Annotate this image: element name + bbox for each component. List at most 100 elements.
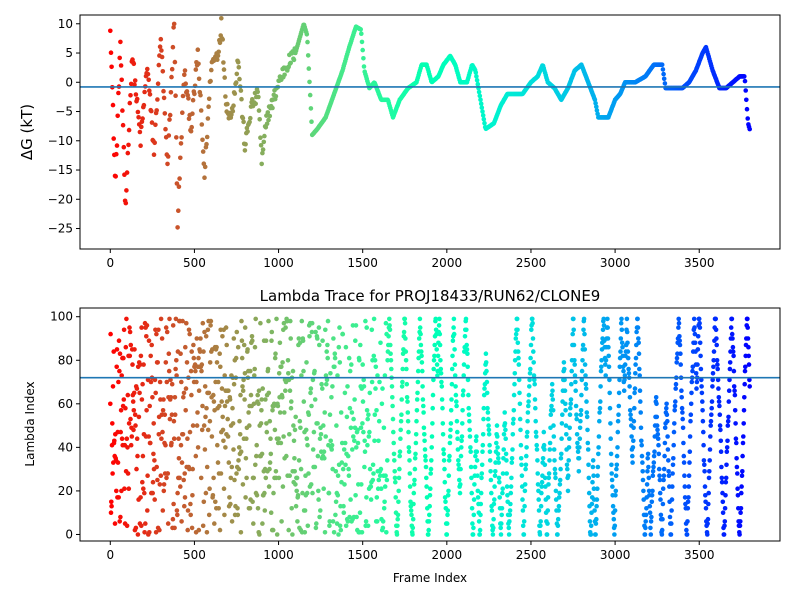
lambda-point	[262, 490, 267, 496]
lambda-point	[396, 475, 402, 481]
lambda-point	[202, 384, 208, 389]
lambda-point	[391, 451, 397, 457]
lambda-point	[559, 451, 564, 457]
lambda-point	[747, 384, 752, 389]
lambda-point	[371, 353, 377, 359]
lambda-point	[637, 366, 642, 372]
dg-y-tick-label: −20	[48, 192, 73, 206]
lambda-point	[460, 421, 465, 426]
lambda-point	[365, 523, 371, 529]
lambda-point	[606, 353, 611, 359]
lambda-point	[108, 401, 113, 407]
lambda-point	[709, 399, 715, 404]
lambda-x-tick-label: 1500	[347, 548, 378, 562]
lambda-point	[288, 336, 294, 341]
lambda-point	[503, 436, 509, 442]
lambda-point	[605, 325, 610, 330]
lambda-point	[249, 334, 255, 339]
lambda-point	[510, 432, 516, 437]
dg-point	[154, 108, 159, 113]
lambda-point	[146, 434, 151, 439]
lambda-point	[592, 508, 597, 513]
lambda-point	[445, 512, 450, 518]
lambda-point	[493, 469, 498, 474]
lambda-point	[439, 397, 445, 402]
lambda-point	[321, 486, 327, 492]
lambda-point	[383, 473, 388, 479]
lambda-point	[364, 325, 370, 330]
lambda-point	[496, 456, 501, 461]
lambda-point	[742, 395, 747, 400]
lambda-point	[428, 471, 434, 476]
lambda-point	[679, 405, 685, 411]
lambda-point	[369, 379, 375, 385]
lambda-point	[238, 449, 244, 455]
lambda-point	[471, 497, 477, 502]
lambda-point	[224, 342, 229, 348]
lambda-point	[474, 449, 480, 455]
lambda-point	[214, 360, 220, 365]
lambda-point	[235, 344, 241, 350]
lambda-point	[655, 436, 661, 442]
lambda-point	[359, 482, 364, 487]
dg-point	[220, 37, 225, 42]
lambda-point	[440, 432, 446, 437]
lambda-point	[729, 331, 735, 337]
lambda-point	[478, 512, 483, 518]
lambda-point	[269, 338, 274, 344]
lambda-point	[250, 338, 255, 344]
dg-point	[209, 67, 214, 73]
lambda-point	[467, 427, 473, 433]
dg-point	[204, 141, 209, 147]
lambda-point	[566, 445, 572, 450]
lambda-point	[607, 390, 612, 396]
lambda-point	[331, 336, 336, 341]
lambda-point	[535, 458, 540, 463]
lambda-point	[181, 477, 186, 483]
lambda-point	[384, 530, 389, 535]
dg-point	[474, 74, 479, 79]
lambda-point	[219, 399, 224, 404]
lambda-point	[365, 416, 371, 422]
lambda-point	[110, 421, 115, 426]
dg-point	[481, 117, 487, 122]
lambda-point	[211, 475, 216, 481]
lambda-point	[109, 499, 114, 505]
lambda-point	[172, 525, 177, 531]
lambda-point	[267, 466, 272, 472]
lambda-point	[220, 334, 225, 339]
dg-point	[198, 108, 204, 113]
lambda-point	[682, 484, 688, 489]
lambda-point	[640, 469, 645, 474]
lambda-point	[137, 362, 143, 367]
lambda-point	[529, 327, 534, 333]
lambda-point	[678, 362, 683, 367]
lambda-point	[643, 512, 649, 518]
lambda-point	[351, 434, 356, 439]
lambda-point	[659, 532, 665, 537]
dg-point	[175, 225, 180, 230]
lambda-point	[422, 432, 427, 437]
lambda-point	[692, 325, 697, 330]
lambda-point	[265, 366, 271, 372]
lambda-point	[180, 432, 186, 437]
lambda-point	[237, 432, 243, 437]
lambda-point	[441, 447, 446, 452]
lambda-point	[182, 495, 188, 500]
lambda-point	[579, 392, 584, 398]
lambda-point	[517, 416, 523, 422]
lambda-point	[714, 336, 719, 341]
lambda-point	[292, 427, 298, 433]
lambda-point	[412, 477, 417, 483]
lambda-point	[235, 512, 241, 518]
lambda-point	[240, 384, 245, 389]
lambda-point	[673, 399, 678, 404]
lambda-point	[346, 355, 352, 361]
lambda-point	[459, 434, 465, 439]
lambda-point	[194, 379, 199, 385]
lambda-point	[296, 336, 302, 341]
dg-point	[196, 61, 201, 67]
lambda-point	[550, 408, 556, 413]
lambda-point	[154, 464, 159, 470]
lambda-point	[741, 408, 747, 413]
